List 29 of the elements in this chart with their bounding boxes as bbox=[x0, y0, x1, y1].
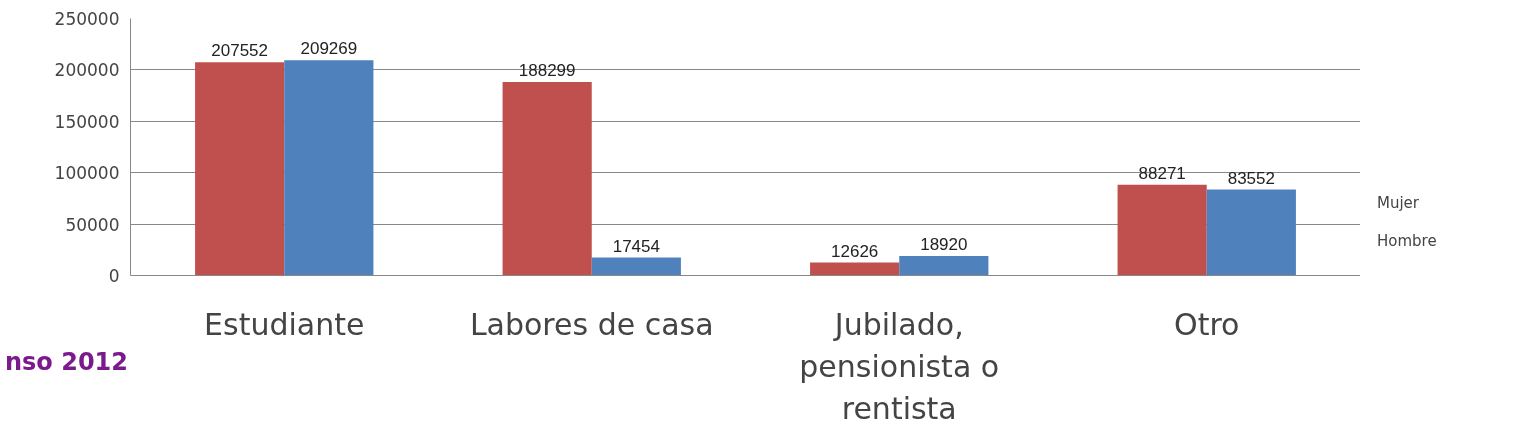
x-tick-label: Labores de casa bbox=[469, 306, 714, 342]
x-tick-label: Estudiante bbox=[204, 306, 365, 342]
text: nso 2012 bbox=[5, 347, 129, 378]
data-label: 209269 bbox=[300, 39, 358, 59]
bar bbox=[195, 62, 285, 276]
y-tick-label: 50000 bbox=[65, 214, 120, 235]
data-label: 12626 bbox=[831, 241, 879, 261]
data-label: 17454 bbox=[612, 236, 660, 256]
data-label: 207552 bbox=[211, 41, 269, 61]
y-tick-label: 250000 bbox=[54, 9, 120, 29]
y-tick-label: 150000 bbox=[54, 111, 120, 132]
bar bbox=[502, 81, 592, 276]
data-label: 88271 bbox=[1138, 163, 1186, 183]
x-tick-label: Jubilado, pensionista o rentista bbox=[799, 306, 1000, 426]
bar bbox=[1206, 189, 1296, 276]
bar bbox=[899, 256, 989, 276]
text: Hombre bbox=[1377, 232, 1437, 250]
bar bbox=[284, 60, 374, 276]
bar bbox=[591, 257, 681, 276]
x-tick-label: Otro bbox=[1174, 306, 1240, 342]
data-label: 188299 bbox=[518, 60, 576, 80]
bar bbox=[810, 262, 900, 276]
y-tick-label: 100000 bbox=[54, 163, 120, 184]
data-label: 83552 bbox=[1227, 168, 1275, 188]
y-tick-label: 0 bbox=[108, 266, 120, 286]
bar bbox=[1117, 184, 1207, 276]
data-label: 18920 bbox=[920, 235, 968, 255]
text: Mujer bbox=[1377, 194, 1420, 212]
y-tick-label: 200000 bbox=[54, 60, 120, 81]
